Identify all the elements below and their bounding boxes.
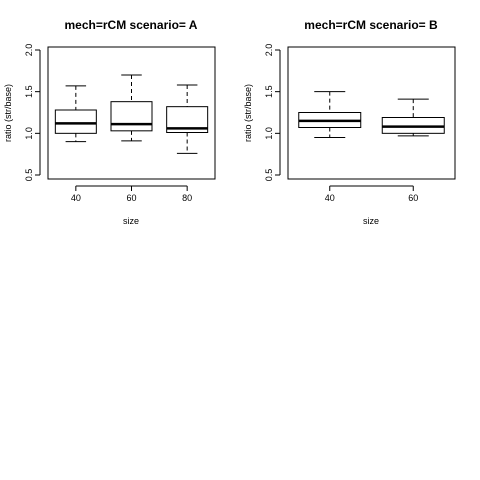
y-tick-label: 1.0 xyxy=(24,127,34,140)
chart-panel-scenario-a: mech=rCM scenario= A 0.5 1.0 1.5 2.0 40 60 80… xyxy=(3,18,216,226)
box-iqr xyxy=(54,109,97,134)
chart-marks xyxy=(298,91,445,138)
chart-title: mech=rCM scenario= B xyxy=(304,18,438,32)
y-axis: 0.5 1.0 1.5 2.0 xyxy=(24,44,41,182)
x-axis-label: size xyxy=(123,216,139,226)
chart-marks xyxy=(54,74,209,154)
chart-title: mech=rCM scenario= A xyxy=(65,18,198,32)
box-40 xyxy=(298,91,362,138)
box-60 xyxy=(381,98,445,137)
y-tick-label: 1.5 xyxy=(24,85,34,98)
x-tick-label: 60 xyxy=(126,193,136,203)
y-axis-label: ratio (str/base) xyxy=(3,84,13,142)
plot-frame xyxy=(47,46,216,180)
box-40 xyxy=(54,85,97,143)
x-axis: 40 60 80 xyxy=(71,185,192,203)
y-tick-label: 2.0 xyxy=(24,44,34,57)
y-axis: 0.5 1.0 1.5 2.0 xyxy=(264,44,281,182)
x-axis: 40 60 xyxy=(325,185,418,203)
box-60 xyxy=(110,74,153,142)
box-80 xyxy=(166,84,209,154)
x-tick-label: 40 xyxy=(71,193,81,203)
y-tick-label: 1.5 xyxy=(264,85,274,98)
chart-panel-scenario-b: mech=rCM scenario= B 0.5 1.0 1.5 2.0 40 60 s… xyxy=(243,18,456,226)
y-tick-label: 0.5 xyxy=(24,169,34,182)
plot-frame xyxy=(287,46,456,180)
box-iqr xyxy=(110,101,153,132)
x-tick-label: 40 xyxy=(325,193,335,203)
y-tick-label: 2.0 xyxy=(264,44,274,57)
y-tick-label: 1.0 xyxy=(264,127,274,140)
x-axis-label: size xyxy=(363,216,379,226)
x-tick-label: 80 xyxy=(182,193,192,203)
y-tick-label: 0.5 xyxy=(264,169,274,182)
y-axis-label: ratio (str/base) xyxy=(243,84,253,142)
x-tick-label: 60 xyxy=(408,193,418,203)
